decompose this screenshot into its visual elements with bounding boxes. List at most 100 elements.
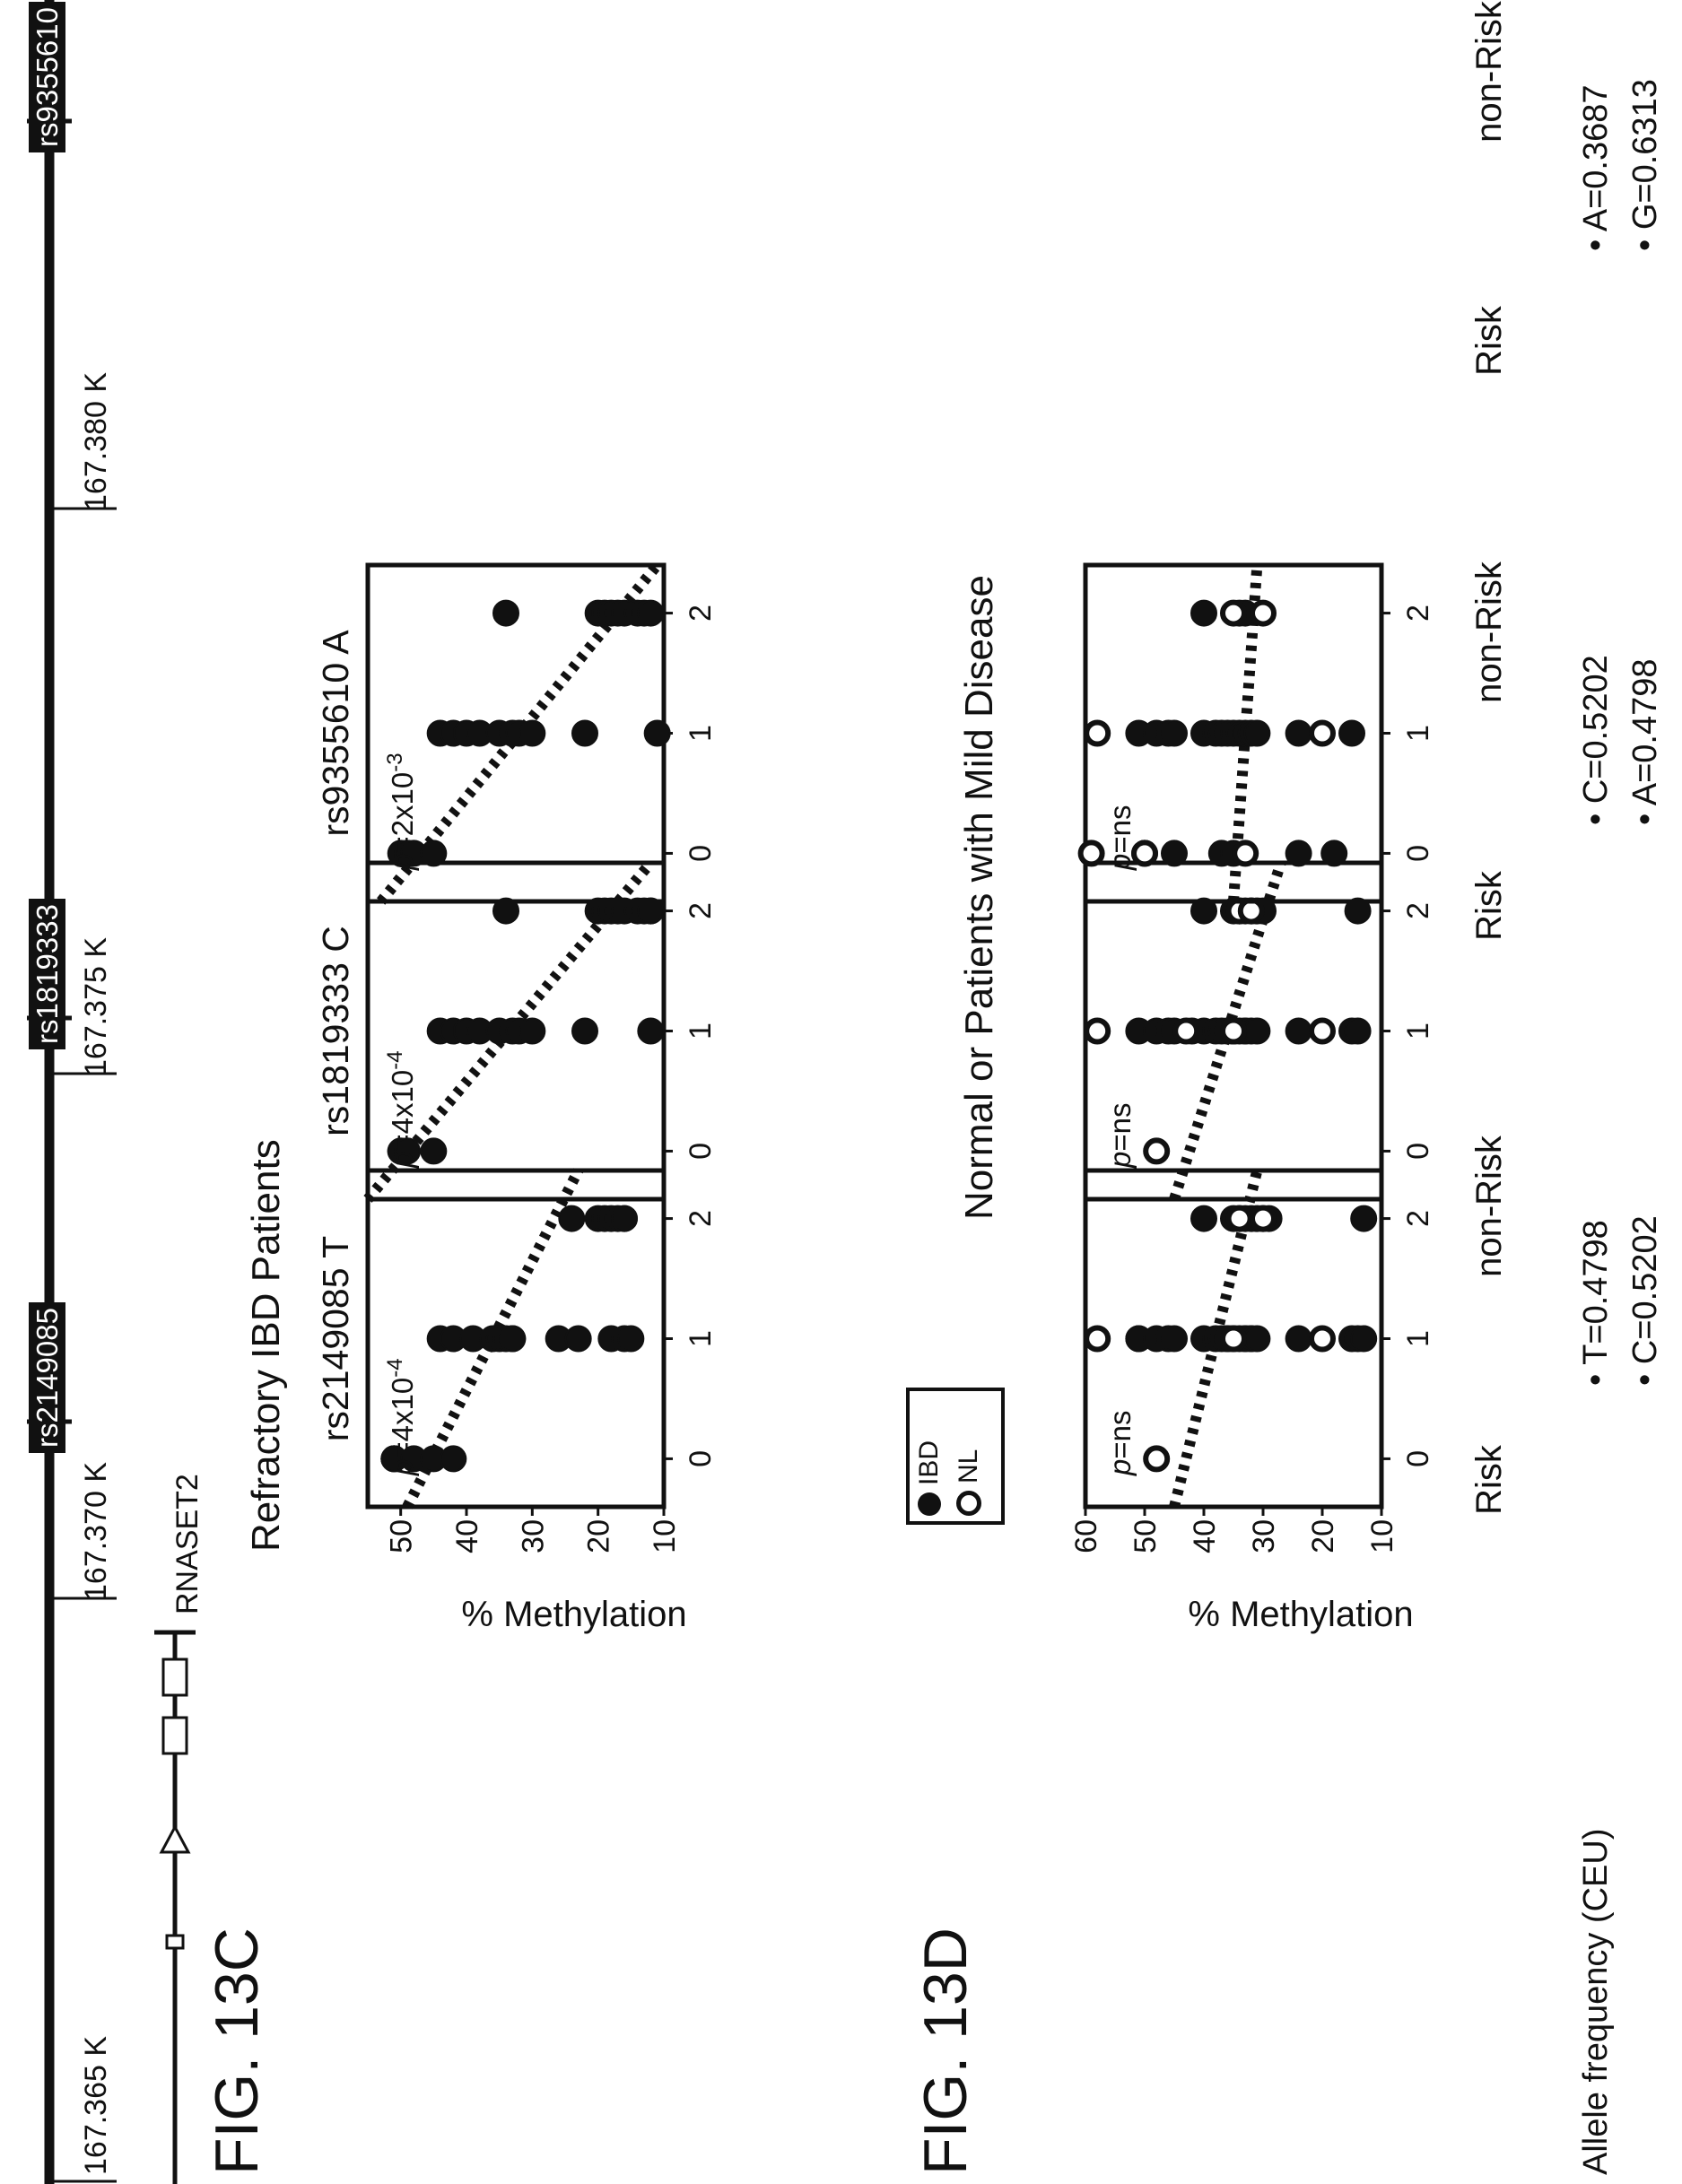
x-tick-label: 1 (684, 725, 718, 742)
snp-label-rs9355610: rs9355610 (29, 2, 65, 152)
allele-freq-item: • C=0.5202 (1577, 655, 1615, 825)
allele-freq-item: • T=0.4798 (1577, 1220, 1615, 1386)
data-point-ibd (1350, 1325, 1378, 1353)
x-tick-label: 0 (684, 845, 718, 862)
data-point-ibd (1285, 840, 1312, 867)
p-value-label: p=4x10-4 (383, 1358, 419, 1476)
data-point-ibd (558, 1205, 586, 1232)
y-tick-label: 20 (1306, 1519, 1340, 1553)
data-point-ibd (617, 1325, 645, 1353)
legend-item-nl: NL (949, 1391, 989, 1521)
allele-freq-item: • C=0.5202 (1626, 1215, 1664, 1386)
normal-title: Normal or Patients with Mild Disease (957, 575, 1001, 1220)
data-point-ibd (499, 1325, 527, 1353)
data-point-nl (1084, 1017, 1111, 1045)
x-tick-label: 2 (1401, 605, 1435, 622)
y-tick-label: 30 (516, 1519, 550, 1553)
allele-freq-item: • G=0.6313 (1626, 79, 1664, 251)
gene-label: RNASET2 (170, 1474, 205, 1614)
x-tick-label: 2 (684, 605, 718, 622)
x-tick-label: 2 (684, 1210, 718, 1227)
y-axis-title-13c: % Methylation (461, 1595, 687, 1634)
category-label-non-risk: non-Risk (1469, 561, 1509, 703)
data-point-ibd (394, 1137, 421, 1165)
coord-label: 167.370 K (79, 1461, 113, 1601)
data-point-nl (1077, 840, 1105, 867)
data-point-ibd (1285, 1325, 1312, 1353)
snp-label-rs1819333: rs1819333 (29, 899, 65, 1049)
data-point-ibd (611, 1205, 638, 1232)
data-point-ibd (643, 719, 671, 747)
p-value-label: p=2x10-3 (383, 753, 419, 871)
data-point-ibd (519, 1017, 546, 1045)
data-point-ibd (564, 1325, 592, 1353)
data-point-nl (1309, 1325, 1336, 1353)
figure-label-13c: FIG. 13C (203, 1927, 271, 2175)
coord-label: 167.380 K (79, 371, 113, 511)
open-circle-icon (956, 1491, 981, 1516)
category-label-non-risk: non-Risk (1469, 1136, 1509, 1277)
coord-label: 167.375 K (79, 936, 113, 1076)
data-point-ibd (519, 719, 546, 747)
x-tick-label: 1 (684, 1022, 718, 1040)
x-tick-label: 2 (1401, 902, 1435, 919)
y-tick-label: 50 (1129, 1519, 1163, 1553)
legend-label-nl: NL (954, 1449, 983, 1484)
data-point-ibd (1243, 1017, 1271, 1045)
data-point-nl (1131, 840, 1158, 867)
data-point-ibd (571, 1017, 598, 1045)
tss-arrow-icon (159, 1823, 191, 1854)
data-point-nl (1143, 1137, 1171, 1165)
p-value-label: p=ns (1103, 805, 1137, 871)
panel-title: rs2149085 T (315, 1236, 356, 1441)
category-label-risk: Risk (1469, 871, 1509, 941)
allele-freq-item: • A=0.3687 (1577, 84, 1615, 251)
data-point-nl (1309, 719, 1336, 747)
data-point-ibd (1285, 719, 1312, 747)
allele-frequency-label: Allele frequency (CEU) (1577, 1828, 1615, 2175)
exon-box (165, 1934, 185, 1950)
x-tick-label: 0 (684, 1450, 718, 1467)
data-point-ibd (420, 840, 448, 867)
data-point-ibd (1190, 897, 1217, 925)
exon-box (161, 1716, 188, 1755)
data-point-ibd (440, 1445, 467, 1473)
data-point-ibd (1285, 1017, 1312, 1045)
exon-box (161, 1658, 188, 1697)
x-tick-label: 1 (684, 1330, 718, 1347)
legend: IBD NL (906, 1388, 1005, 1525)
data-point-nl (1220, 1325, 1247, 1353)
y-tick-label: 20 (582, 1519, 616, 1553)
data-point-ibd (571, 719, 598, 747)
data-point-ibd (1190, 599, 1217, 627)
y-axis-title-13d: % Methylation (1188, 1595, 1414, 1634)
legend-label-ibd: IBD (914, 1440, 944, 1485)
data-point-nl (1143, 1445, 1171, 1473)
x-tick-label: 2 (1401, 1210, 1435, 1227)
refractory-title: Refractory IBD Patients (244, 1139, 288, 1552)
y-tick-label: 40 (1188, 1519, 1222, 1553)
x-tick-label: 0 (1401, 845, 1435, 862)
category-label-non-risk: non-Risk (1469, 1, 1509, 143)
data-point-ibd (1350, 1205, 1378, 1232)
data-point-ibd (420, 1137, 448, 1165)
data-point-ibd (637, 897, 665, 925)
p-value-label: p=ns (1103, 1411, 1137, 1476)
data-point-nl (1225, 1205, 1253, 1232)
x-tick-label: 2 (684, 902, 718, 919)
data-point-ibd (1161, 719, 1188, 747)
y-tick-label: 10 (648, 1519, 682, 1553)
legend-item-ibd: IBD (910, 1391, 949, 1521)
data-point-nl (1220, 599, 1247, 627)
x-tick-label: 0 (684, 1143, 718, 1160)
data-point-nl (1250, 599, 1277, 627)
x-tick-label: 1 (1401, 1330, 1435, 1347)
y-tick-label: 30 (1247, 1519, 1281, 1553)
y-tick-label: 60 (1069, 1519, 1103, 1553)
data-point-nl (1220, 1017, 1247, 1045)
y-tick-label: 50 (385, 1519, 419, 1553)
figure-label-13d: FIG. 13D (911, 1927, 980, 2175)
x-tick-label: 1 (1401, 725, 1435, 742)
data-point-ibd (1338, 719, 1365, 747)
